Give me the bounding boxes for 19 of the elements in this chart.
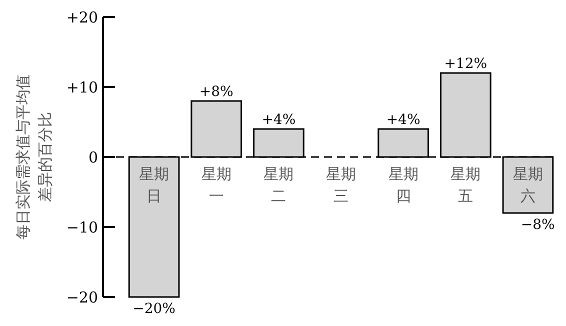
y-tick-label: 0 (88, 148, 98, 166)
data-label: −20% (132, 301, 176, 317)
x-tick-label: 星期四 (388, 165, 418, 205)
y-tick-label: +20 (66, 8, 98, 26)
data-label: +8% (199, 84, 234, 100)
x-tick-label: 星期一 (201, 165, 232, 205)
data-label: +4% (262, 112, 296, 128)
x-tick-label: 星期二 (264, 165, 294, 205)
data-label: +12% (444, 56, 488, 72)
y-tick-label: −10 (66, 218, 98, 236)
y-axis-title: 每日实际需求值与平均值差异的百分比 (14, 74, 54, 240)
x-tick-label: 星期五 (450, 165, 481, 205)
data-label: −8% (520, 217, 555, 233)
x-tick-label: 星期三 (326, 165, 356, 205)
x-tick-label: 星期日 (139, 165, 170, 205)
y-tick-label: +10 (66, 78, 98, 96)
x-tick-label: 星期六 (512, 165, 543, 205)
data-label: +4% (386, 112, 420, 128)
y-tick-label: −20 (66, 288, 98, 306)
